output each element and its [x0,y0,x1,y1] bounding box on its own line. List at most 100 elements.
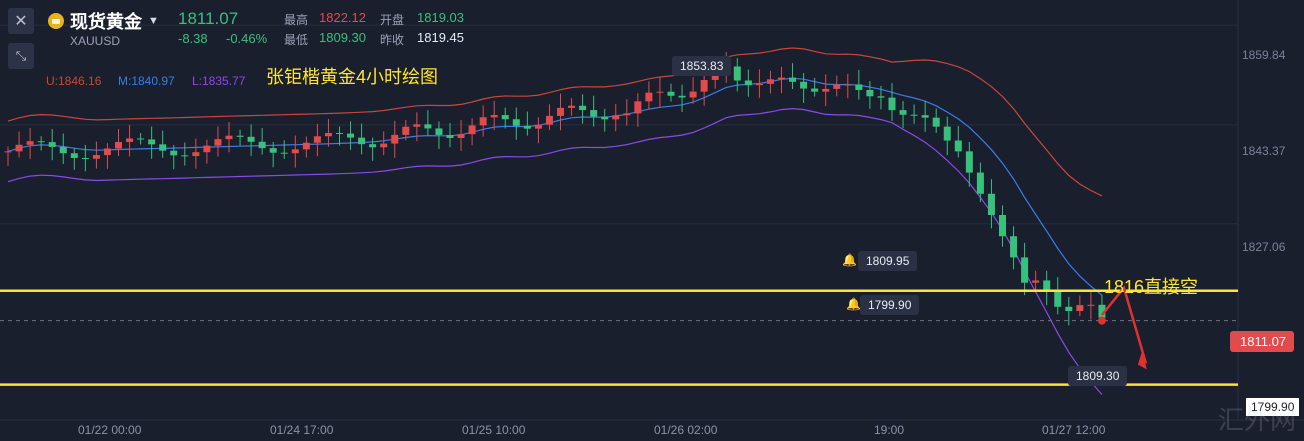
candle-body [645,92,653,102]
candle-body [612,115,620,120]
candle-body [203,145,211,153]
candle-body [678,95,686,98]
bb-upper-line [7,47,1103,197]
candle-body [214,139,222,146]
candle-body [1021,257,1029,283]
candle-body [258,141,266,149]
candle-body [601,116,609,120]
candle-body [778,77,785,80]
candle-body [324,132,332,137]
candle-body [48,142,56,147]
x-tick: 01/24 17:00 [270,423,334,437]
watermark: 汇外网 [1217,406,1296,436]
candle-body [269,148,277,153]
candle-body [987,193,995,215]
candle-body [800,81,808,89]
open-label: 开盘 [380,13,405,27]
candle-body [1054,291,1062,307]
x-tick: 19:00 [874,423,905,437]
candle-body [976,172,984,194]
high-label: 最高 [284,13,309,27]
candle-body [833,84,841,89]
candle-body [579,105,587,111]
bb-middle-line [7,77,1103,296]
candle-body [866,89,874,97]
price-alert[interactable]: 1799.90 [860,295,920,315]
candle-body [910,114,918,116]
candle-body [877,96,885,98]
candle-body [26,141,34,145]
candle-body [899,110,907,115]
candle-body [1087,304,1095,306]
candle-body [479,117,487,126]
current-price-tag: 1811.07 [1230,331,1295,352]
candle-body [822,88,830,92]
prev-close-label: 昨收 [380,33,405,47]
instrument-selector[interactable]: 现货黄金 ▼ [48,8,159,34]
candle-body [115,141,122,149]
candle-body [70,153,78,159]
close-icon: ✕ [14,13,28,30]
candle-body [391,134,399,144]
candle-body [81,158,89,160]
wrench-icon: ⤡ [15,48,27,63]
arrow-head [1137,351,1147,370]
y-tick: 1843.37 [1242,144,1286,158]
candle-body [468,125,476,135]
candle-body [954,140,962,152]
candle-body [999,215,1006,237]
price-alert[interactable]: 1809.95 [858,251,918,271]
bell-icon[interactable]: 🔔 [842,253,857,267]
bb-middle-label: M:1840.97 [118,74,175,88]
candle-body [1098,304,1106,318]
x-tick: 01/26 02:00 [654,423,718,437]
tool-button[interactable]: ⤡ [8,43,34,69]
candle-body [667,91,675,96]
symbol-code: XAUUSD [70,34,121,48]
candle-body [733,66,741,81]
candle-body [689,91,697,98]
candle-body [568,105,576,108]
candle-body [37,141,45,143]
candle-body [159,144,167,151]
candle-body [137,138,145,140]
candle-body [844,84,852,86]
x-tick: 01/22 00:00 [78,423,142,437]
low-marker: 1809.30 [1068,366,1128,386]
candle-body [545,115,553,125]
candle-body [634,101,642,114]
bb-lower-label: L:1835.77 [192,74,246,88]
candle-body [358,137,366,145]
candle-body [1043,280,1051,292]
candle-body [755,83,763,86]
candle-body [181,155,189,157]
current-price-dot [1097,316,1106,325]
candle-body [512,119,520,126]
price-change-pct: -0.46% [226,31,268,46]
candle-body [280,152,288,154]
candle-body [148,139,156,145]
candle-body [446,134,454,138]
candle-body [369,144,377,148]
close-button[interactable]: ✕ [8,8,34,34]
candle-body [855,84,863,90]
bb-upper-label: U:1846.16 [46,74,102,88]
candle-body [1032,280,1040,283]
candle-body [225,135,233,140]
low-value: 1809.30 [319,30,366,45]
candle-body [435,128,443,135]
candle-body [126,138,134,142]
candle-body [291,149,299,154]
candle-body [700,79,708,92]
candle-body [501,115,509,120]
candle-body [347,133,355,138]
trade-arrow [1100,285,1148,364]
candle-body [523,125,531,129]
candle-body [380,143,388,148]
instrument-title: 现货黄金 [70,12,142,32]
candle-body [789,77,797,82]
candle-body [413,124,421,127]
candle-body [4,151,12,153]
bell-icon[interactable]: 🔔 [846,297,861,311]
